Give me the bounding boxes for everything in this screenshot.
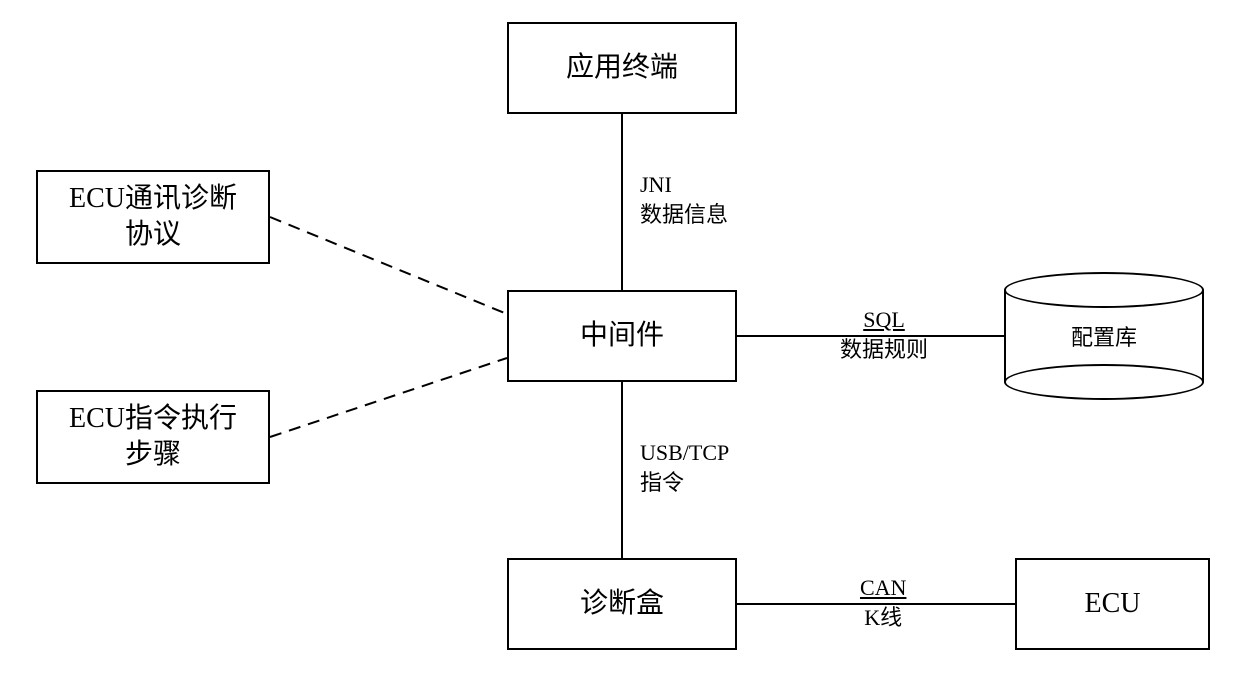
edge-label-jni: JNI 数据信息 (640, 170, 728, 229)
edge-label-line2: 数据信息 (640, 200, 728, 230)
node-ecu-steps: ECU指令执行 步骤 (36, 390, 270, 484)
node-config-db: 配置库 (1004, 272, 1204, 400)
node-diag-box: 诊断盒 (507, 558, 737, 650)
edge-label-line1: CAN (860, 573, 906, 603)
edge-label-line1: JNI (640, 170, 728, 200)
node-label: ECU通讯诊断 协议 (69, 181, 237, 254)
node-label: ECU (1085, 586, 1141, 622)
node-middleware: 中间件 (507, 290, 737, 382)
node-ecu: ECU (1015, 558, 1210, 650)
node-label: 诊断盒 (580, 586, 664, 622)
node-ecu-protocol: ECU通讯诊断 协议 (36, 170, 270, 264)
node-label: 应用终端 (566, 50, 678, 86)
edge-label-line2: K线 (860, 603, 906, 633)
edge-app-to-middleware (621, 114, 623, 290)
node-label: 中间件 (580, 318, 664, 354)
edge-middleware-to-diagbox (621, 382, 623, 558)
node-label: 配置库 (1071, 320, 1137, 352)
node-app-terminal: 应用终端 (507, 22, 737, 114)
edge-label-can: CAN K线 (860, 573, 906, 632)
edge-label-line2: 指令 (640, 468, 729, 498)
edge-label-usb: USB/TCP 指令 (640, 438, 729, 497)
edge-steps-to-middleware (270, 358, 507, 437)
node-label: ECU指令执行 步骤 (69, 401, 237, 474)
edge-label-sql: SQL 数据规则 (840, 305, 928, 364)
edge-protocol-to-middleware (270, 217, 507, 314)
edge-label-line2: 数据规则 (840, 335, 928, 365)
edge-label-line1: SQL (840, 305, 928, 335)
edge-label-line1: USB/TCP (640, 438, 729, 468)
